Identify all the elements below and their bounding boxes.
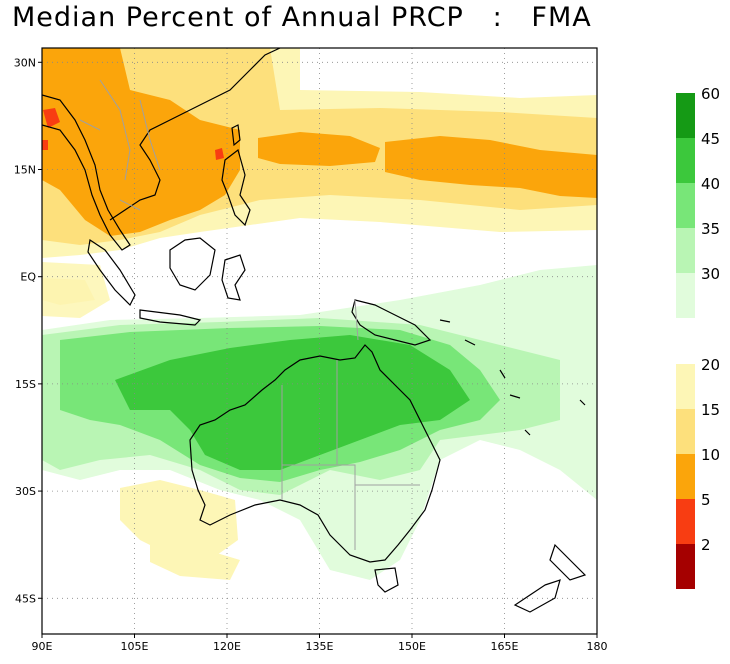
lat-label-30N: 30N bbox=[14, 56, 36, 69]
southern-west-yellow-2 bbox=[150, 540, 240, 580]
southern-west-yellow bbox=[120, 480, 238, 560]
southern-green bbox=[115, 335, 470, 470]
political-borders bbox=[79, 79, 420, 550]
legend-label-60: 60 bbox=[701, 85, 720, 103]
lat-label-45S: 45S bbox=[15, 592, 36, 605]
lon-label-120E: 120E bbox=[213, 640, 241, 653]
legend-label-40: 40 bbox=[701, 175, 720, 193]
legend-upper-group: 60 45 40 35 30 bbox=[676, 85, 720, 318]
philippines-coast bbox=[221, 148, 251, 227]
pacific-islands bbox=[439, 319, 586, 436]
lat-label-EQ: EQ bbox=[20, 271, 36, 284]
legend-label-5: 5 bbox=[701, 491, 711, 509]
tasmania-coast bbox=[374, 567, 399, 593]
map-title: Median Percent of Annual PRCP : FMA bbox=[12, 2, 592, 33]
red-spot-2 bbox=[215, 148, 224, 160]
lon-label-135E: 135E bbox=[306, 640, 334, 653]
eq-pale-yellow-patch bbox=[42, 262, 110, 318]
legend-swatch-35 bbox=[676, 228, 695, 273]
red-spot-1 bbox=[43, 108, 60, 128]
lon-label-150E: 150E bbox=[398, 640, 426, 653]
lon-label-165E: 165E bbox=[491, 640, 519, 653]
legend-swatch-15 bbox=[676, 409, 695, 454]
pacific-orange-band-2 bbox=[385, 136, 597, 198]
legend-label-15: 15 bbox=[701, 401, 720, 419]
borneo-coast bbox=[169, 237, 216, 291]
legend-swatch-60 bbox=[676, 93, 695, 138]
legend-label-30: 30 bbox=[701, 265, 720, 283]
legend-label-20: 20 bbox=[701, 356, 720, 374]
asia-mainland-coast bbox=[42, 48, 281, 251]
legend-swatch-30 bbox=[676, 273, 695, 318]
lon-label-180: 180 bbox=[587, 640, 608, 653]
australia-coast bbox=[189, 344, 441, 563]
legend-swatch-45 bbox=[676, 138, 695, 183]
map-field bbox=[42, 48, 597, 634]
axis-ticks bbox=[38, 61, 598, 638]
lon-label-90E: 90E bbox=[32, 640, 53, 653]
lat-label-15N: 15N bbox=[14, 163, 36, 176]
taiwan-coast bbox=[231, 124, 241, 147]
legend-label-10: 10 bbox=[701, 446, 720, 464]
sumatra-coast bbox=[87, 238, 136, 307]
java-coast bbox=[139, 309, 202, 326]
red-spot-3 bbox=[42, 140, 48, 150]
lat-label-30S: 30S bbox=[15, 485, 36, 498]
new-zealand-coast bbox=[513, 543, 587, 613]
coastlines bbox=[42, 48, 587, 613]
sulawesi-coast bbox=[221, 254, 246, 301]
latitude-labels: 30N 15N EQ 15S 30S 45S bbox=[14, 56, 37, 605]
legend-swatch-5 bbox=[676, 499, 695, 544]
northern-orange-band bbox=[42, 48, 240, 236]
pacific-orange-band-1 bbox=[258, 132, 380, 166]
legend-label-2: 2 bbox=[701, 536, 711, 554]
legend-swatch-40 bbox=[676, 183, 695, 228]
lat-label-15S: 15S bbox=[15, 378, 36, 391]
new-guinea-coast bbox=[351, 299, 432, 346]
longitude-labels: 90E 105E 120E 135E 150E 165E 180 bbox=[32, 640, 608, 653]
legend-swatch-20 bbox=[676, 364, 695, 409]
legend-swatch-10 bbox=[676, 454, 695, 499]
lon-label-105E: 105E bbox=[121, 640, 149, 653]
legend-label-45: 45 bbox=[701, 130, 720, 148]
legend-lower-group: 20 15 10 5 2 bbox=[676, 356, 720, 589]
legend-swatch-2 bbox=[676, 544, 695, 589]
legend-label-35: 35 bbox=[701, 220, 720, 238]
